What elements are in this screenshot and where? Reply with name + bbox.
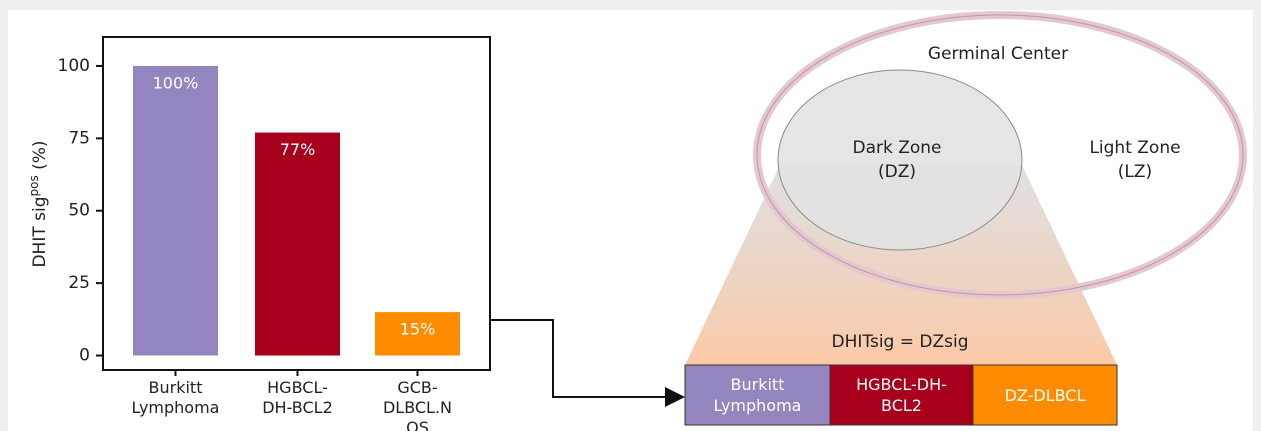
cone: [685, 165, 1117, 365]
value-label: 15%: [400, 320, 436, 339]
x-tick-label: GCB-DLBCL.NOS: [382, 378, 453, 431]
x-tick-label-box: GCB-DLBCL.NOS: [382, 378, 453, 431]
subtype-label-box: HGBCL-DH-BCL2: [856, 375, 947, 415]
subtype-label-box: Burkitt Lymphoma: [713, 375, 802, 415]
dz-abbr: (DZ): [878, 162, 916, 182]
subtype-label-box: DZ-DLBCL: [1004, 385, 1086, 405]
arrow: [490, 319, 685, 407]
x-tick-label: Burkitt Lymphoma: [131, 378, 220, 417]
lz-label: Light Zone: [1089, 138, 1180, 158]
y-tick-label: 75: [68, 128, 90, 148]
y-tick-label: 50: [68, 201, 90, 221]
subtype-box: [972, 364, 1118, 426]
dark-zone: [777, 69, 1023, 251]
x-tick-label-box: HGBCL-DH-BCL2: [262, 378, 333, 417]
gc-label: Germinal Center: [928, 44, 1068, 64]
bar: [255, 132, 340, 356]
dz-label: Dark Zone: [852, 138, 941, 158]
y-tick-label: 25: [68, 273, 90, 293]
y-tick-label: 0: [79, 346, 90, 366]
value-label: 100%: [153, 73, 199, 92]
lz-abbr: (LZ): [1118, 162, 1152, 182]
germinal-center-outline: [756, 14, 1244, 296]
subtype-label: DZ-DLBCL: [1004, 385, 1086, 405]
subtype-label: Burkitt Lymphoma: [713, 375, 802, 415]
x-tick-label: HGBCL-DH-BCL2: [262, 378, 333, 417]
y-tick-label: 100: [58, 56, 90, 76]
subtype-label: HGBCL-DH-BCL2: [856, 375, 947, 415]
bar: [133, 65, 218, 356]
equation: DHITsig = DZsig: [832, 332, 969, 352]
bar: [375, 312, 460, 356]
x-tick-label-box: Burkitt Lymphoma: [131, 378, 220, 417]
y-axis-label: DHIT sigpos (%): [27, 140, 51, 267]
value-label: 77%: [280, 140, 316, 159]
subtype-box: [684, 364, 831, 426]
subtype-box: [829, 364, 974, 426]
